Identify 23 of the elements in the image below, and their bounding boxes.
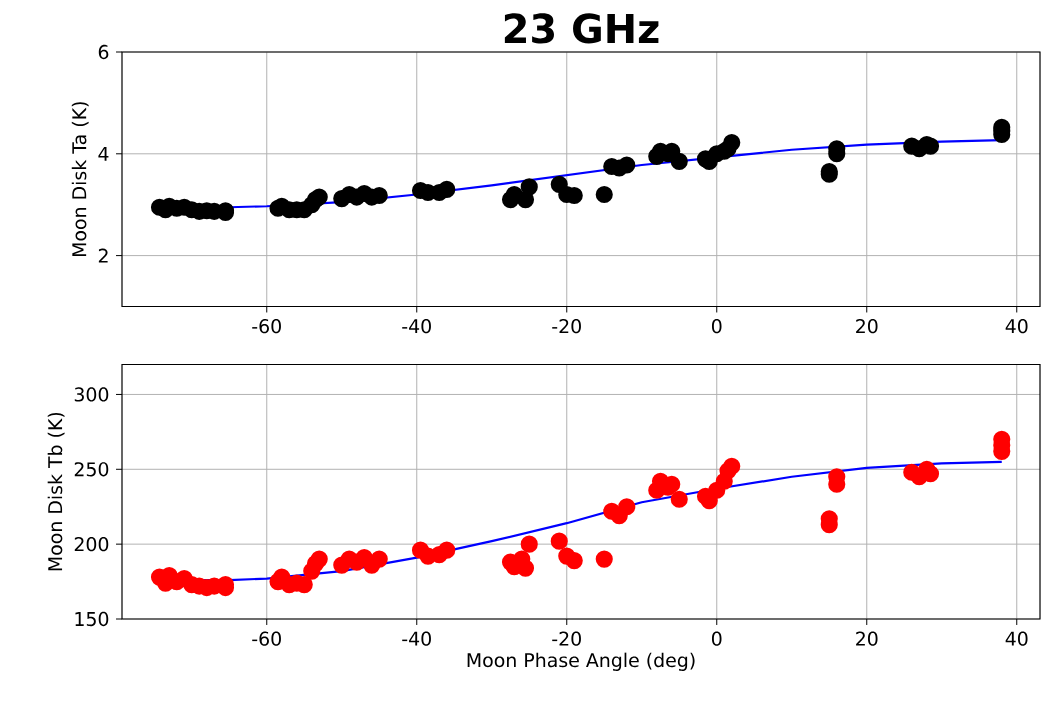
- y-tick-label: 6: [98, 44, 109, 60]
- x-tick-label: -20: [552, 318, 581, 334]
- y-tick-label: 200: [74, 536, 109, 552]
- chart-title: 23 GHz: [504, 13, 659, 44]
- y-tick-label: 2: [98, 248, 108, 263]
- x-tick-label: -60: [252, 631, 281, 646]
- x-tick-label: 20: [856, 318, 878, 334]
- x-tick-label: 40: [1005, 318, 1028, 334]
- y-tick-label: 4: [98, 146, 109, 161]
- x-tick-label: -40: [402, 318, 431, 334]
- x-tick-label: 0: [711, 318, 722, 334]
- x-tick-label: 40: [1005, 631, 1028, 646]
- y-tick-label: 250: [74, 462, 109, 477]
- x-axis-title: Moon Phase Angle (deg): [467, 652, 695, 671]
- y-tick-label: 300: [74, 387, 109, 402]
- x-tick-label: 20: [856, 631, 878, 646]
- y-tick-label: 150: [75, 611, 109, 627]
- x-tick-label: -40: [402, 631, 431, 646]
- x-tick-label: -20: [552, 631, 581, 646]
- x-tick-label: 0: [711, 631, 722, 646]
- y-axis-title: Moon Disk Ta (K): [71, 102, 89, 257]
- y-axis-title: Moon Disk Tb (K): [47, 412, 65, 571]
- x-tick-label: -60: [252, 318, 281, 334]
